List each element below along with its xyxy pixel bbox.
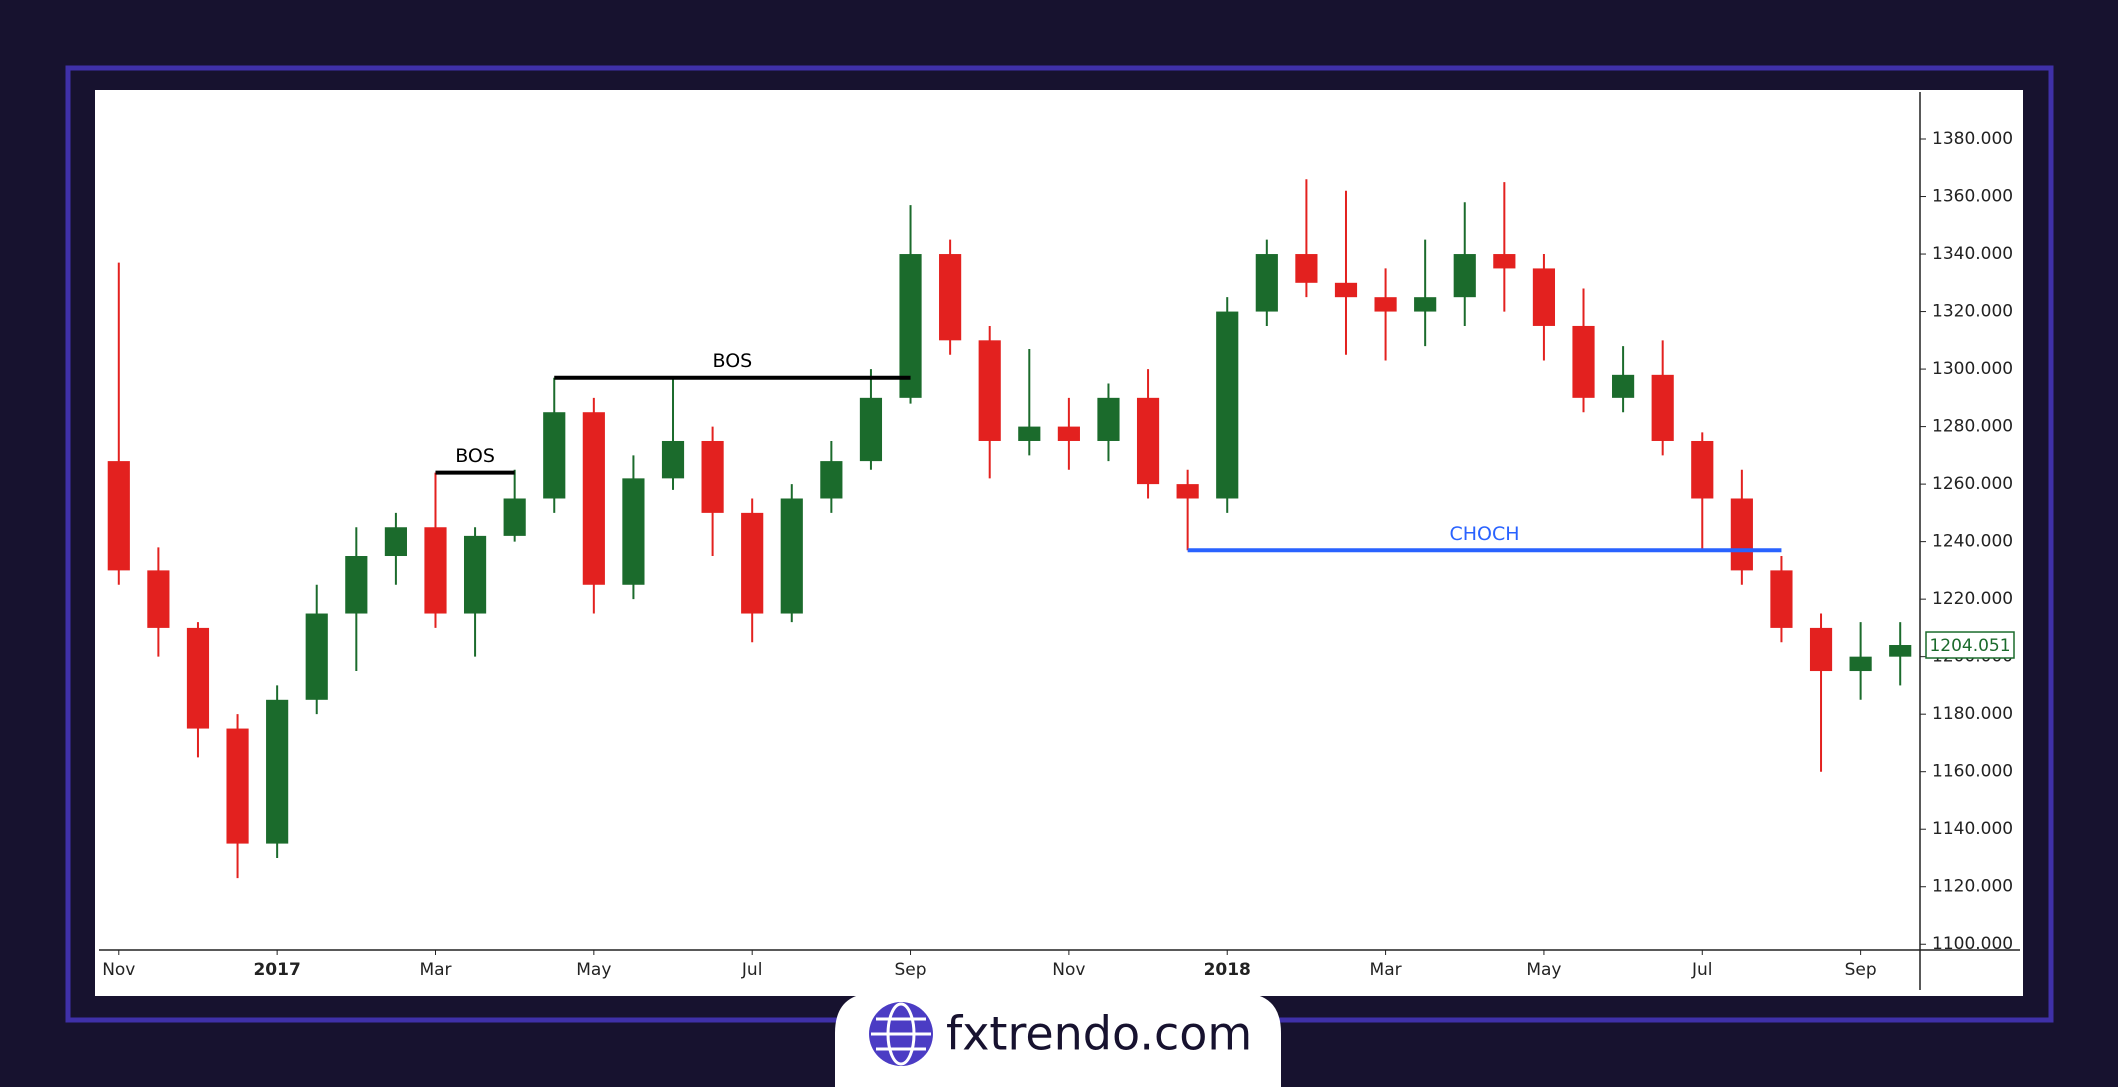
x-tick-label: Nov xyxy=(102,960,135,980)
candle-body xyxy=(424,527,447,614)
x-tick-label: May xyxy=(576,960,611,980)
y-tick-label: 1260.000 xyxy=(1932,474,2013,494)
y-tick-label: 1360.000 xyxy=(1932,187,2013,207)
brand-text: fxtrendo.com xyxy=(946,1007,1252,1061)
x-tick-label: Sep xyxy=(895,960,927,980)
candle-body xyxy=(859,397,883,462)
candle-body xyxy=(345,556,368,614)
candle-body xyxy=(1018,426,1041,441)
x-tick-label: May xyxy=(1526,960,1561,980)
candle-body xyxy=(1057,426,1080,441)
candle-body xyxy=(1097,397,1120,441)
candle-body xyxy=(186,627,210,729)
y-tick-label: 1240.000 xyxy=(1932,532,2013,552)
x-tick-label: 2018 xyxy=(1204,960,1251,980)
y-tick-label: 1340.000 xyxy=(1932,244,2013,264)
candle-body xyxy=(701,440,724,513)
y-tick-label: 1160.000 xyxy=(1932,762,2013,782)
candle-body xyxy=(582,412,605,585)
x-tick-label: Nov xyxy=(1052,960,1085,980)
y-tick-label: 1220.000 xyxy=(1932,589,2013,609)
globe-icon xyxy=(869,1002,933,1066)
candle-body xyxy=(1136,397,1160,485)
candle-body xyxy=(1255,254,1278,312)
candle-body xyxy=(661,440,685,479)
plot: 1100.000 1120.000 1140.000 1160.000 1180.000… xyxy=(99,92,2020,990)
candle-body xyxy=(1295,254,1318,283)
last-price-label: 1204.051 xyxy=(1929,636,2010,656)
candle-body xyxy=(1374,297,1397,312)
y-tick-label: 1140.000 xyxy=(1932,819,2013,839)
candle-body xyxy=(1532,268,1556,326)
candle-body xyxy=(107,461,130,571)
candle-body xyxy=(622,478,645,585)
level-label: BOS xyxy=(713,350,753,372)
candle-body xyxy=(266,699,289,844)
y-tick-label: 1180.000 xyxy=(1932,704,2013,724)
candle-body xyxy=(780,498,803,614)
y-tick-label: 1380.000 xyxy=(1932,129,2013,149)
candle-body xyxy=(1572,325,1595,398)
candle-body xyxy=(226,728,249,844)
candle-body xyxy=(1730,498,1753,571)
candle-body xyxy=(543,412,566,499)
x-tick-label: 2017 xyxy=(253,960,300,980)
y-tick-label: 1320.000 xyxy=(1932,302,2013,322)
x-tick-label: Mar xyxy=(419,960,451,980)
candle-body xyxy=(1176,484,1199,499)
y-tick-label: 1280.000 xyxy=(1932,417,2013,437)
candle-body xyxy=(1770,570,1793,628)
candle-body xyxy=(1493,254,1516,269)
candle-body xyxy=(384,527,407,557)
y-tick-label: 1300.000 xyxy=(1932,359,2013,379)
level-label: CHOCH xyxy=(1450,523,1520,545)
candle-body xyxy=(1612,374,1635,398)
level-label: BOS xyxy=(455,445,495,467)
last-price-box xyxy=(1925,631,2015,659)
candle-body xyxy=(1334,282,1358,298)
candle-body xyxy=(305,613,328,700)
x-tick-label: Mar xyxy=(1370,960,1402,980)
candle-body xyxy=(147,570,170,628)
x-tick-label: Jul xyxy=(1691,960,1713,980)
candle-body xyxy=(899,254,922,398)
y-tick-label: 1100.000 xyxy=(1932,934,2013,954)
candle-body xyxy=(1809,627,1833,672)
candle-body xyxy=(978,340,1001,441)
candle-body xyxy=(1849,656,1872,672)
y-tick-label: 1120.000 xyxy=(1932,877,2013,897)
candle-body xyxy=(820,461,843,499)
candle-body xyxy=(939,254,962,341)
x-tick-label: Jul xyxy=(741,960,763,980)
x-tick-label: Sep xyxy=(1845,960,1877,980)
candle-body xyxy=(1216,311,1239,499)
candle-body xyxy=(1414,297,1437,312)
candle-body xyxy=(741,512,764,614)
brand-pill xyxy=(835,993,1281,1087)
candle-body xyxy=(463,535,487,614)
candle-body xyxy=(503,498,526,536)
candle-body xyxy=(1889,645,1912,657)
candle-body xyxy=(1651,374,1674,441)
candle-body xyxy=(1453,254,1476,298)
candle-body xyxy=(1691,440,1714,499)
